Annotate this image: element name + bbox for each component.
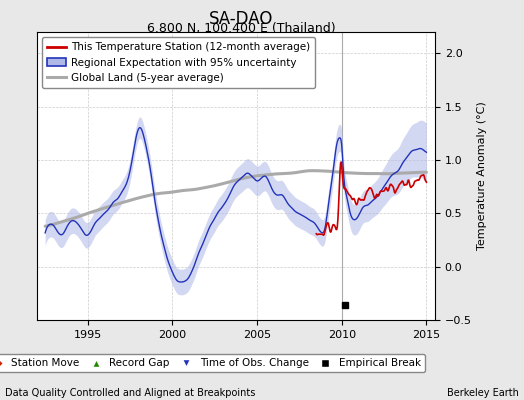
Text: SA-DAO: SA-DAO (209, 10, 273, 28)
Text: Berkeley Earth: Berkeley Earth (447, 388, 519, 398)
Legend: Station Move, Record Gap, Time of Obs. Change, Empirical Break: Station Move, Record Gap, Time of Obs. C… (0, 354, 425, 372)
Y-axis label: Temperature Anomaly (°C): Temperature Anomaly (°C) (477, 102, 487, 250)
Text: Data Quality Controlled and Aligned at Breakpoints: Data Quality Controlled and Aligned at B… (5, 388, 256, 398)
Text: 6.800 N, 100.400 E (Thailand): 6.800 N, 100.400 E (Thailand) (147, 22, 335, 35)
